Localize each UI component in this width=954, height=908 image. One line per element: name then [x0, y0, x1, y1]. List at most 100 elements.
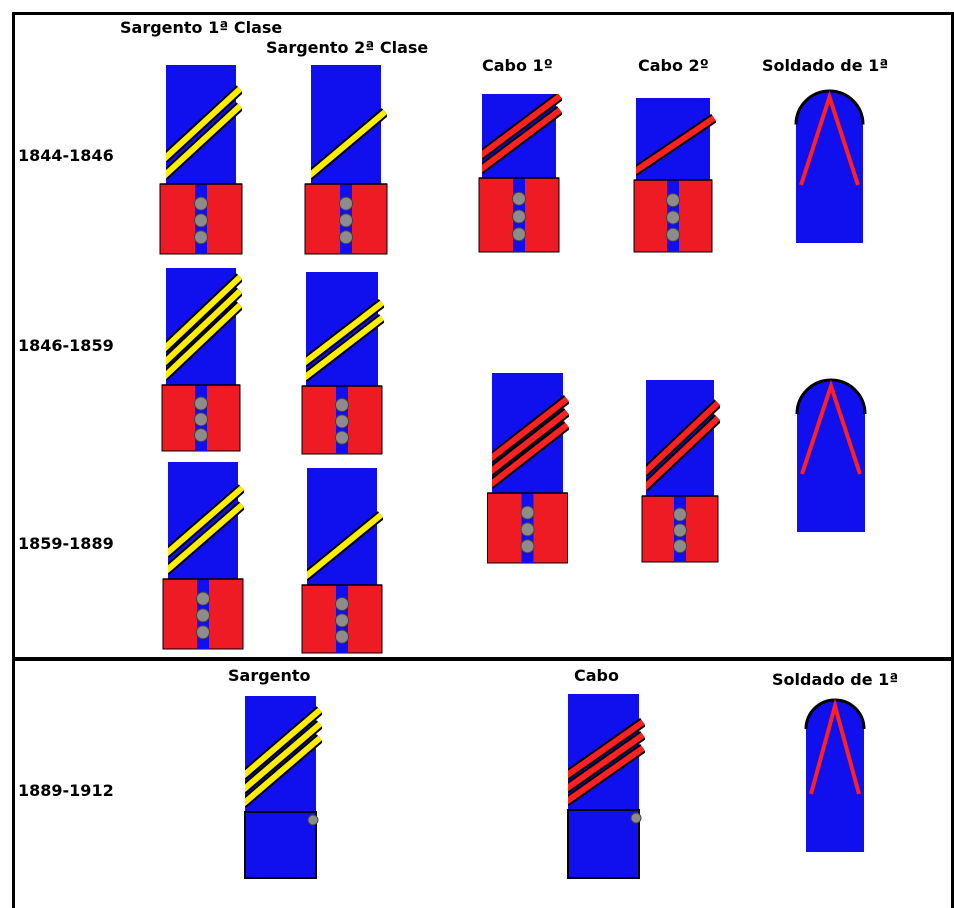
- button: [335, 613, 349, 628]
- button: [196, 591, 210, 606]
- stripe-group: [166, 273, 242, 381]
- stripe-group: [307, 511, 383, 581]
- stripe: [482, 107, 562, 173]
- col-header-soldado-1: Soldado de 1ª: [762, 56, 889, 75]
- button: [335, 414, 349, 429]
- button: [194, 230, 208, 245]
- soldado-1-shield-1844: [794, 89, 865, 243]
- stripe: [166, 86, 242, 162]
- soldado-shield-1889: [804, 698, 866, 852]
- shield-body: [806, 700, 864, 852]
- stripe: [636, 115, 716, 175]
- cabo-2-1844: [633, 98, 716, 253]
- chevron: [799, 90, 860, 186]
- period-label-1846: 1846-1859: [18, 336, 114, 355]
- button: [520, 522, 535, 537]
- stripe: [492, 422, 569, 488]
- cabo-2-1846: [641, 380, 720, 563]
- stripe: [306, 315, 384, 381]
- button: [339, 213, 353, 228]
- stripe-group: [568, 717, 645, 807]
- button: [673, 507, 687, 522]
- button: [335, 629, 349, 644]
- stripe-group: [306, 299, 384, 382]
- col-header-cabo: Cabo: [574, 666, 619, 685]
- patch-blue: [567, 809, 640, 879]
- period-label-1859: 1859-1889: [18, 534, 114, 553]
- sargento-1889: [244, 696, 322, 879]
- button: [512, 227, 526, 242]
- stripe-group: [636, 113, 716, 177]
- stripe: [492, 396, 569, 462]
- cabo-1889: [567, 694, 645, 879]
- stripe: [168, 485, 244, 557]
- soldado-1-shield-1846: [795, 378, 867, 532]
- col-header-sargento-1a: Sargento 1ª Clase: [120, 18, 283, 37]
- sargento-2a-1846: [301, 272, 384, 455]
- button: [666, 193, 680, 208]
- col-header-sargento-2a: Sargento 2ª Clase: [266, 38, 429, 57]
- stripe: [166, 288, 242, 366]
- chevron: [800, 379, 862, 475]
- sargento-1a-1844: [159, 65, 243, 255]
- stripe: [245, 721, 322, 793]
- chart-frame: [12, 12, 954, 908]
- stripe: [245, 707, 322, 779]
- col-header-sargento: Sargento: [228, 666, 311, 685]
- stripe-group: [482, 94, 562, 174]
- stripe: [568, 745, 645, 805]
- button: [673, 523, 687, 538]
- col-header-cabo-1: Cabo 1º: [482, 56, 553, 75]
- stripe: [568, 719, 645, 779]
- button: [194, 412, 208, 427]
- chevron: [809, 698, 861, 795]
- stripe: [568, 732, 645, 792]
- stripe: [168, 502, 244, 574]
- button: [339, 196, 353, 211]
- button: [630, 812, 642, 824]
- stripe-group: [245, 706, 322, 808]
- stripe-group: [168, 484, 244, 575]
- button: [196, 625, 210, 640]
- shield-body: [797, 380, 865, 532]
- button: [194, 196, 208, 211]
- button: [335, 430, 349, 445]
- stripe: [492, 409, 569, 475]
- button: [666, 227, 680, 242]
- stripe: [245, 735, 322, 807]
- button: [335, 597, 349, 612]
- button: [194, 428, 208, 443]
- button: [194, 396, 208, 411]
- stripe: [166, 302, 242, 380]
- button: [666, 210, 680, 225]
- cabo-1-1846: [487, 373, 569, 564]
- sargento-2a-1844: [304, 65, 388, 255]
- stripe: [311, 109, 387, 179]
- button: [196, 608, 210, 623]
- period-label-1889: 1889-1912: [18, 781, 114, 800]
- stripe: [166, 274, 242, 352]
- stripe: [307, 512, 383, 580]
- cabo-1-1844: [478, 94, 562, 253]
- button: [339, 230, 353, 245]
- shield-body: [796, 90, 863, 243]
- button: [307, 814, 319, 826]
- button: [512, 191, 526, 206]
- button: [194, 213, 208, 228]
- stripe: [646, 415, 720, 491]
- stripe-group: [311, 108, 387, 180]
- button: [520, 505, 535, 520]
- button: [335, 398, 349, 413]
- button: [512, 209, 526, 224]
- stripe: [306, 300, 384, 366]
- sargento-1a-1846: [161, 268, 242, 452]
- period-label-1844: 1844-1846: [18, 146, 114, 165]
- col-header-cabo-2: Cabo 2º: [638, 56, 709, 75]
- stripe: [646, 400, 720, 476]
- stripe-group: [166, 85, 242, 180]
- stripe: [482, 94, 562, 159]
- stripe-group: [492, 395, 569, 489]
- col-header-soldado: Soldado de 1ª: [772, 670, 899, 689]
- section-divider: [12, 657, 954, 661]
